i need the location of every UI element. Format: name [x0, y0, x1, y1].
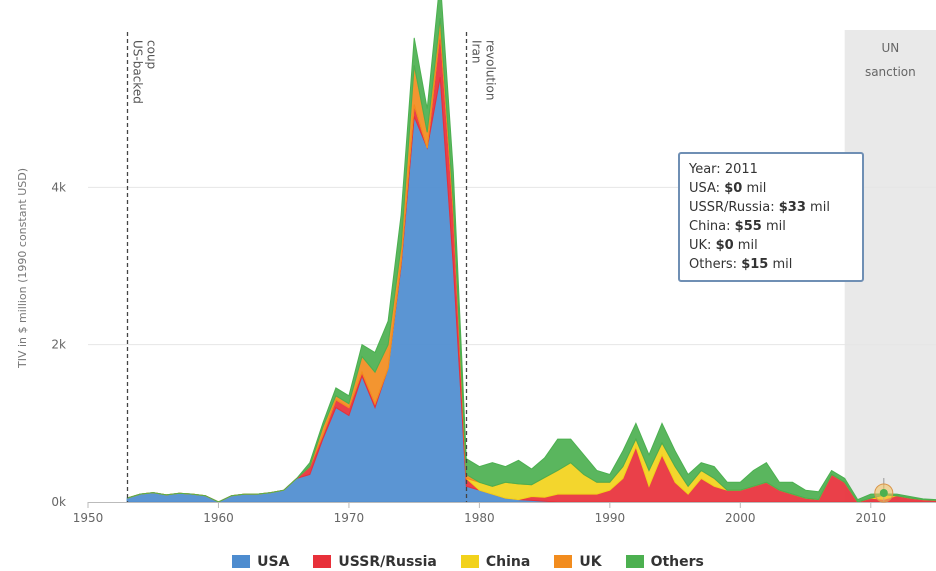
legend-label: China	[485, 553, 531, 570]
annotation-label: revolution	[484, 40, 498, 100]
tooltip-row-others: Others: $15 mil	[689, 255, 853, 274]
tooltip-row-china: China: $55 mil	[689, 217, 853, 236]
tooltip-row-value: $33	[778, 200, 806, 215]
axes: 1950 1960 1970 1980 1990 2000 2010 0k 2k 4k TIV in…	[16, 168, 936, 525]
tooltip-row-unit: mil	[737, 238, 758, 253]
x-tick-label: 1990	[595, 511, 626, 525]
legend-label: USSR/Russia	[338, 553, 437, 570]
legend-label: USA	[257, 553, 290, 570]
legend-label: Others	[650, 553, 704, 570]
legend-item-china[interactable]: China	[460, 553, 531, 570]
tooltip-row-label: USSR/Russia:	[689, 200, 775, 215]
data-tooltip: Year: 2011 USA: $0 mil USSR/Russia: $33 …	[678, 152, 864, 282]
annotation-layer: US-backed coup Iran revolution	[126, 32, 498, 502]
x-tick-label: 1960	[203, 511, 234, 525]
tooltip-year-label: Year:	[689, 162, 721, 177]
tooltip-row-label: USA:	[689, 181, 721, 196]
tooltip-row-unit: mil	[746, 181, 767, 196]
tooltip-row-uk: UK: $0 mil	[689, 236, 853, 255]
tooltip-year-row: Year: 2011	[689, 160, 853, 179]
tooltip-row-value: $55	[734, 219, 762, 234]
legend-swatch	[554, 555, 573, 568]
legend-swatch	[313, 555, 332, 568]
tooltip-row-unit: mil	[810, 200, 830, 215]
y-axis-title: TIV in $ million (1990 constant USD)	[16, 168, 29, 369]
legend-swatch	[460, 555, 479, 568]
hover-marker-layer	[874, 478, 894, 503]
annotation-label: US-backed	[131, 40, 145, 104]
annotation-label: coup	[145, 40, 159, 69]
hover-point	[879, 489, 888, 497]
tooltip-row-label: UK:	[689, 238, 712, 253]
y-tick-label: 0k	[51, 495, 66, 509]
tooltip-row-value: $0	[724, 181, 743, 196]
tooltip-row-usa: USA: $0 mil	[689, 179, 853, 198]
annotation-label: Iran	[470, 40, 484, 63]
legend-label: UK	[579, 553, 602, 570]
legend-swatch	[625, 555, 644, 568]
series-area-others	[126, 0, 936, 503]
x-tick-label: 1980	[464, 511, 495, 525]
tooltip-row-value: $15	[741, 257, 769, 272]
legend-swatch	[232, 555, 251, 568]
y-tick-label: 2k	[51, 338, 66, 352]
tooltip-row-ussr-russia: USSR/Russia: $33 mil	[689, 198, 853, 217]
series-area-usa	[126, 77, 936, 503]
chart-legend: USA USSR/Russia China UK Others	[0, 552, 936, 571]
legend-item-others[interactable]: Others	[625, 553, 704, 570]
tooltip-row-label: China:	[689, 219, 731, 234]
tooltip-row-label: Others:	[689, 257, 738, 272]
x-tick-label: 1970	[334, 511, 365, 525]
x-tick-label: 1950	[73, 511, 104, 525]
tooltip-row-unit: mil	[772, 257, 793, 272]
tooltip-row-unit: mil	[765, 219, 786, 234]
legend-item-usa[interactable]: USA	[232, 554, 289, 570]
x-tick-label: 2010	[855, 511, 886, 525]
tooltip-row-value: $0	[715, 238, 734, 253]
y-tick-label: 4k	[51, 180, 66, 194]
band-label-line1: UN	[881, 41, 899, 55]
band-label-line2: sanction	[865, 65, 916, 79]
legend-item-ussr-russia[interactable]: USSR/Russia	[313, 553, 437, 570]
x-tick-label: 2000	[725, 511, 756, 525]
tooltip-year-value: 2011	[724, 162, 758, 177]
legend-item-uk[interactable]: UK	[554, 553, 602, 570]
